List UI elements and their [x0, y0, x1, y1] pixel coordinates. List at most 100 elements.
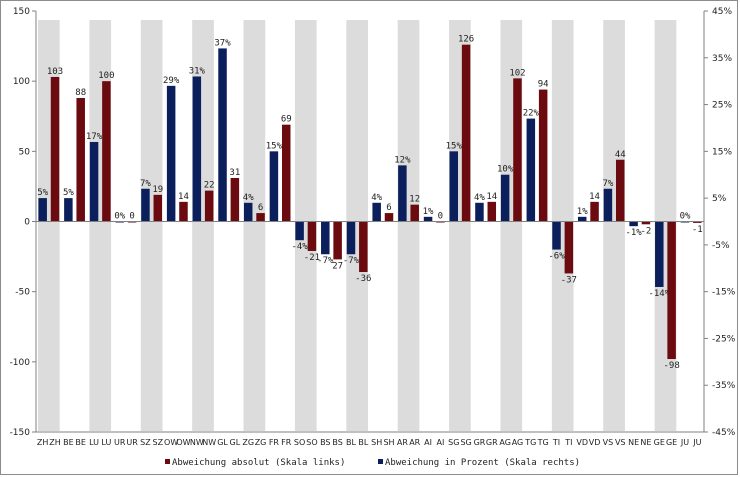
data-label-absolute: 69 [281, 115, 292, 125]
bar-absolute [384, 213, 394, 222]
bar-absolute [590, 201, 599, 222]
x-tick-label: JU [680, 438, 689, 447]
background-band [294, 20, 317, 431]
x-tick-label: UR [114, 438, 126, 447]
x-tick-label: BS [320, 438, 330, 447]
x-tick-label: VS [615, 438, 626, 447]
bar-percent [398, 165, 407, 222]
background-band [551, 20, 574, 431]
x-tick-label: SZ [153, 438, 164, 447]
x-tick-label: UR [126, 438, 138, 447]
data-label-absolute: 94 [538, 80, 549, 90]
right-tick-label: 35% [712, 54, 732, 64]
background-band [603, 20, 625, 431]
bar-percent [218, 48, 227, 222]
x-tick-label: AR [409, 438, 420, 447]
data-label-percent: 15% [266, 141, 283, 151]
bar-percent [346, 221, 356, 255]
data-label-absolute: 0 [438, 212, 443, 222]
legend-label-absolute: Abweichung absolut (Skala links) [172, 458, 345, 468]
x-tick-label: ZH [37, 438, 49, 447]
bar-absolute [615, 159, 625, 222]
x-tick-label: GE [654, 438, 665, 447]
data-label-percent: 4% [371, 193, 382, 203]
x-tick-label: TG [537, 438, 549, 447]
bar-absolute [513, 78, 522, 222]
legend-swatch-absolute [165, 459, 170, 464]
bar-absolute [410, 204, 419, 222]
data-label-percent: -4% [291, 242, 308, 252]
data-label-percent: 1% [577, 207, 588, 217]
x-tick-label: ZH [49, 438, 61, 447]
x-tick-label: AR [397, 438, 408, 447]
data-label-percent: 4% [474, 193, 485, 203]
data-label-absolute: 100 [98, 71, 114, 81]
right-tick-label: 5% [712, 194, 727, 204]
background-band [140, 20, 163, 431]
x-tick-label: AG [512, 438, 524, 447]
data-label-absolute: 0 [129, 212, 134, 222]
bar-percent [655, 221, 664, 287]
x-tick-label: SG [460, 438, 471, 447]
right-tick-label: -25% [712, 334, 736, 344]
bar-percent [269, 151, 279, 222]
data-label-percent: 1% [423, 207, 434, 217]
x-tick-label: NE [640, 438, 651, 447]
bar-percent [89, 141, 99, 222]
background-band [346, 20, 368, 431]
bar-absolute [76, 98, 85, 222]
x-tick-label: BS [332, 438, 342, 447]
data-label-percent: 10% [497, 165, 514, 175]
data-label-percent: 15% [446, 141, 463, 151]
bar-absolute [230, 177, 240, 222]
x-tick-label: LU [89, 438, 99, 447]
bar-absolute [179, 201, 188, 222]
bar-percent [500, 174, 510, 222]
bar-absolute [50, 76, 60, 222]
left-tick-label: 100 [13, 77, 30, 87]
x-tick-label: VD [589, 438, 601, 447]
bar-absolute [461, 44, 471, 222]
bar-absolute [538, 89, 548, 222]
x-tick-label: SZ [140, 438, 151, 447]
data-label-absolute: 12 [409, 195, 420, 205]
bar-absolute [153, 194, 163, 222]
data-label-percent: 22% [523, 109, 540, 119]
data-label-percent: 17% [86, 132, 103, 142]
x-tick-label: BE [63, 438, 74, 447]
data-label-absolute: -37 [561, 275, 577, 285]
left-tick-label: -150 [10, 428, 31, 438]
data-label-absolute: -1 [692, 225, 703, 235]
x-tick-label: GL [217, 438, 228, 447]
data-label-percent: 0% [680, 212, 691, 222]
data-label-absolute: 14 [589, 192, 600, 202]
background-band [397, 20, 420, 431]
x-tick-label: FR [269, 438, 280, 447]
left-tick-label: -50 [15, 288, 30, 298]
bar-percent [64, 198, 73, 222]
x-tick-label: BL [358, 438, 368, 447]
right-tick-label: -45% [712, 428, 736, 438]
data-label-percent: -14% [648, 289, 670, 299]
bar-absolute [102, 81, 111, 222]
bar-absolute [667, 221, 676, 360]
bar-percent [372, 202, 381, 222]
x-tick-label: ZG [255, 438, 267, 447]
data-label-absolute: 88 [75, 88, 86, 98]
data-label-percent: 12% [394, 155, 411, 165]
bar-percent [526, 118, 536, 222]
data-label-percent: 0% [114, 212, 125, 222]
left-tick-label: 0 [24, 218, 30, 228]
bar-absolute [256, 213, 265, 222]
data-label-percent: 31% [189, 66, 206, 76]
bar-percent [166, 85, 176, 222]
data-label-absolute: 27 [332, 261, 343, 271]
bar-percent [577, 216, 587, 222]
data-label-absolute: 31 [229, 168, 240, 178]
x-tick-label: GL [230, 438, 241, 447]
data-label-absolute: 126 [458, 35, 474, 45]
bar-percent [192, 76, 202, 222]
legend-swatch-percent [378, 459, 383, 464]
right-tick-label: -35% [712, 381, 736, 391]
